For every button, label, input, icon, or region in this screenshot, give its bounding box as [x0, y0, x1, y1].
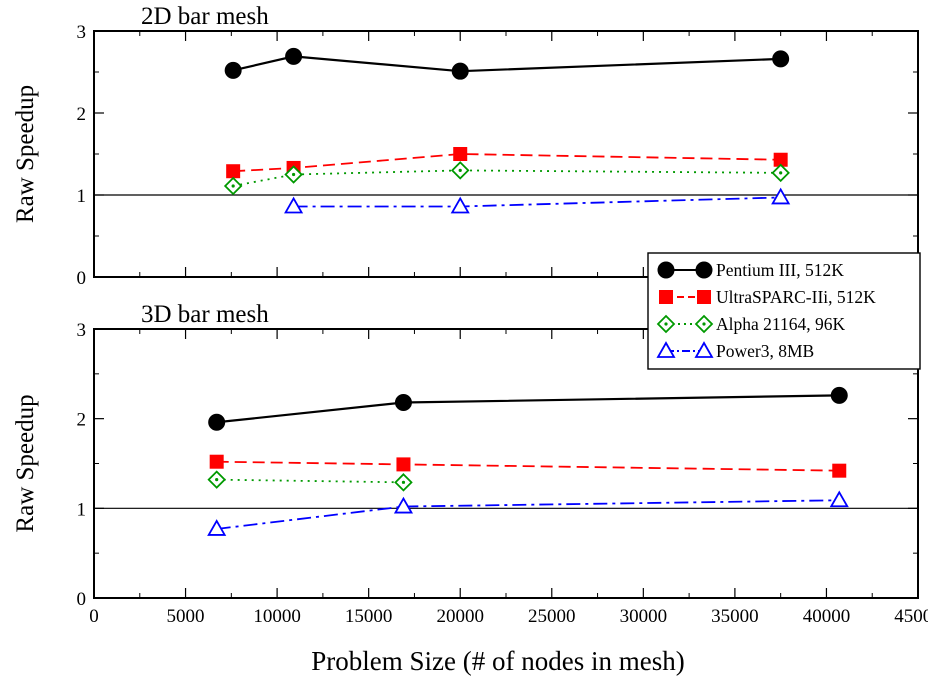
series-power3-8mb: [284, 187, 791, 214]
legend-box: [647, 252, 921, 370]
data-point: [396, 457, 411, 472]
legend-marker: [657, 261, 675, 279]
legend-label: Pentium III, 512K: [716, 260, 844, 280]
series-line: [233, 153, 781, 173]
data-point: [226, 164, 241, 179]
panel-title: 2D bar mesh: [141, 3, 269, 30]
legend-marker: [697, 290, 711, 304]
data-point: [772, 50, 790, 68]
series-line: [216, 499, 840, 530]
data-point: [224, 61, 242, 79]
series-pentium-iii-512k: [224, 47, 790, 80]
series-line: [216, 460, 840, 472]
series-power3-8mb: [207, 490, 849, 536]
legend-label: UltraSPARC-IIi, 512K: [716, 287, 876, 307]
legend-entry-alpha-21164-96k: Alpha 21164, 96K: [656, 314, 845, 334]
chart-panels: 0 1 2 3 2D bar mesh Raw Speedup 0 5000 10000 1500…: [12, 3, 928, 627]
data-point: [771, 187, 791, 205]
y-tick-label: 3: [77, 22, 87, 43]
data-point: [284, 165, 303, 184]
panel-3d-bar-mesh: 0 5000 10000 15000 20000 25000 30000 35000 40000…: [12, 301, 928, 627]
data-point: [394, 473, 413, 492]
data-point: [829, 490, 849, 508]
x-tick-label: 25000: [528, 606, 576, 627]
x-axis-label: Problem Size (# of nodes in mesh): [311, 646, 684, 676]
x-tick-label: 10000: [253, 606, 301, 627]
legend-entry-ultrasparc-iii-512k: UltraSPARC-IIi, 512K: [659, 287, 876, 307]
legend-marker: [694, 314, 714, 334]
y-tick-label: 2: [77, 104, 87, 125]
y-tick-label: 0: [77, 589, 87, 610]
series-line: [232, 169, 781, 187]
series-alpha-21164-96k: [207, 470, 413, 492]
legend-marker: [695, 261, 713, 279]
x-tick-label: 30000: [620, 606, 668, 627]
data-point: [284, 196, 304, 214]
series-line: [232, 55, 781, 73]
data-point: [771, 163, 790, 183]
data-point: [285, 47, 303, 65]
series-pentium-iii-512k: [208, 386, 848, 431]
legend-label: Alpha 21164, 96K: [716, 314, 845, 334]
data-point: [453, 147, 468, 161]
data-point: [223, 176, 243, 196]
x-tick-label: 20000: [436, 606, 484, 627]
x-tick-label: 15000: [345, 606, 393, 627]
legend-label: Power3, 8MB: [716, 341, 814, 361]
legend-marker: [659, 290, 673, 304]
data-point: [832, 463, 847, 478]
series-line: [293, 196, 781, 208]
data-point: [207, 470, 226, 489]
y-tick-label: 3: [77, 320, 87, 341]
legend-marker: [656, 314, 676, 334]
legend-marker: [656, 341, 676, 358]
y-axis-label: Raw Speedup: [12, 85, 39, 223]
y-tick-label: 2: [77, 410, 87, 431]
y-axis-label: Raw Speedup: [12, 394, 39, 532]
legend-entry-pentium-iii-512k: Pentium III, 512K: [657, 260, 844, 280]
x-tick-label: 40000: [803, 606, 851, 627]
data-point: [393, 496, 414, 514]
series-line: [216, 394, 840, 424]
x-tick-label: 5000: [167, 606, 205, 627]
series-ultrasparc-iii-512k: [209, 454, 847, 478]
y-tick-label: 1: [77, 499, 87, 520]
data-point: [450, 161, 470, 180]
legend: Pentium III, 512K UltraSPARC-IIi, 512K Alp…: [647, 252, 921, 370]
x-tick-label: 0: [89, 606, 99, 627]
data-point: [451, 62, 469, 80]
series-alpha-21164-96k: [223, 161, 790, 196]
series-line: [216, 478, 404, 484]
y-tick-label: 1: [77, 186, 87, 207]
y-tick-label: 0: [77, 268, 87, 289]
x-tick-label: 35000: [711, 606, 759, 627]
panel-title: 3D bar mesh: [141, 301, 269, 328]
legend-entry-power3-8mb: Power3, 8MB: [656, 341, 814, 361]
data-point: [773, 152, 788, 167]
data-point: [209, 454, 224, 469]
data-point: [830, 386, 848, 404]
legend-marker: [694, 341, 714, 358]
data-point: [208, 413, 226, 431]
data-point: [394, 394, 412, 412]
panel-2d-bar-mesh: 0 1 2 3 2D bar mesh Raw Speedup: [12, 3, 919, 289]
data-point: [207, 519, 227, 536]
data-point: [450, 196, 470, 214]
